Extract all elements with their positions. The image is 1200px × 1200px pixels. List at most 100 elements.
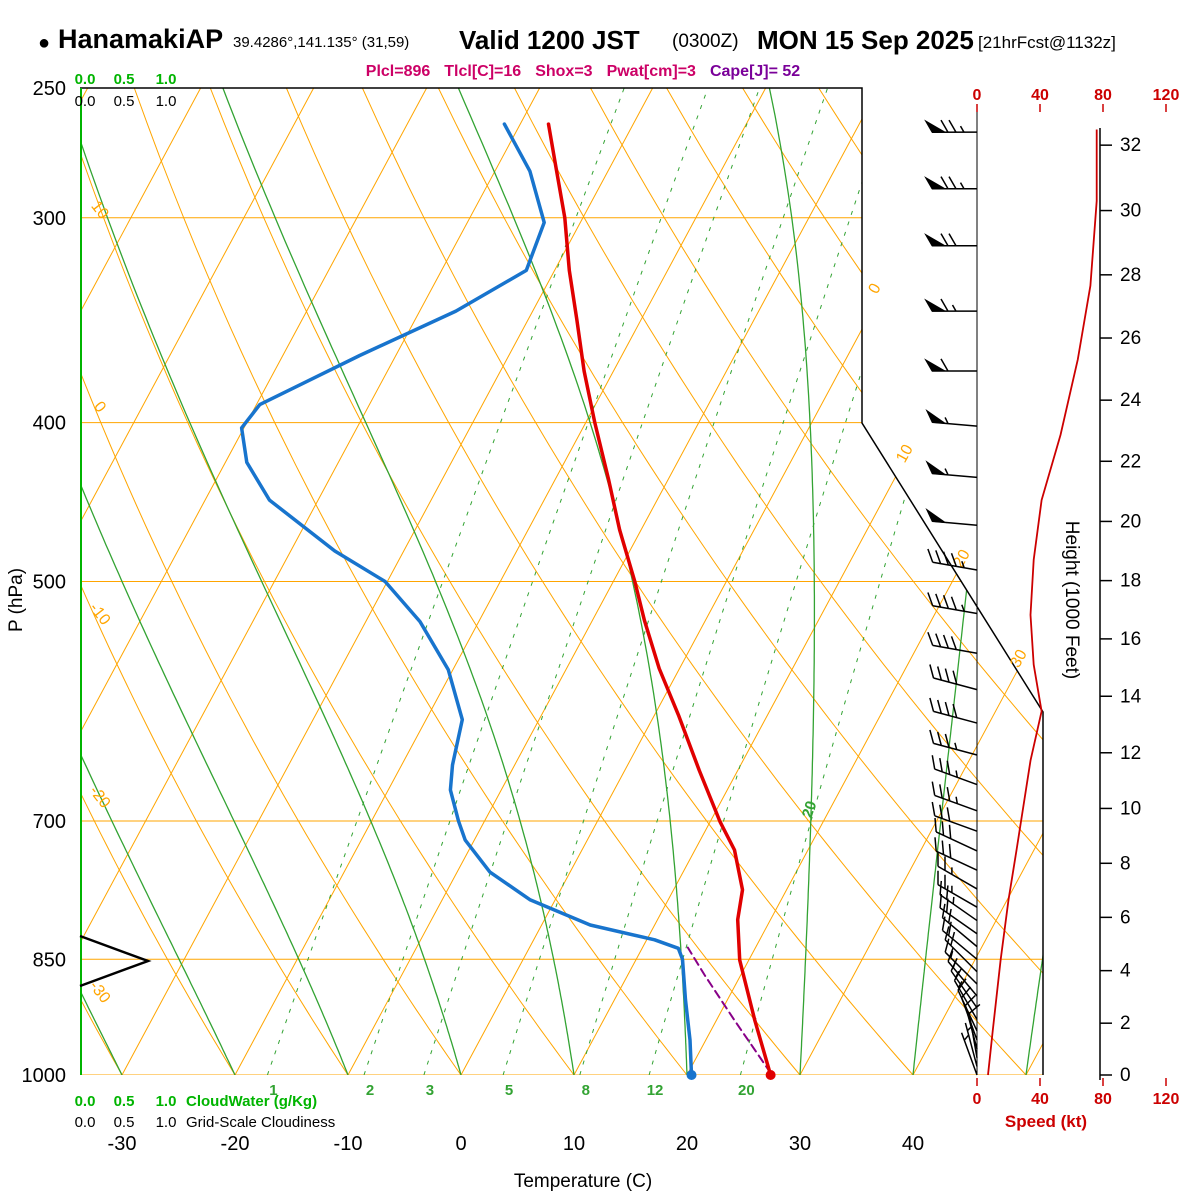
pressure-tick-label: 500 bbox=[33, 572, 66, 594]
speed-tick-label: 0 bbox=[973, 1091, 982, 1108]
height-tick-label: 2 bbox=[1120, 1013, 1131, 1034]
wind-barb bbox=[937, 870, 978, 908]
wind-barb bbox=[937, 852, 978, 890]
mixing-ratio-label: 2 bbox=[366, 1082, 374, 1099]
wind-barb bbox=[968, 1003, 981, 1058]
forecast-lead-time: [21hrFcst@1132z] bbox=[978, 33, 1116, 52]
cloudiness-tick-label: 1.0 bbox=[156, 93, 177, 110]
param-plcl: Plcl=896 bbox=[365, 63, 431, 80]
surface-temperature-dot bbox=[765, 1070, 776, 1080]
mixing-ratio-line bbox=[579, 88, 894, 1075]
valid-time: Valid 1200 JST bbox=[459, 25, 640, 55]
isotherm-label: 10 bbox=[893, 442, 917, 466]
height-tick-label: 4 bbox=[1120, 961, 1131, 982]
temperature-curve-group bbox=[546, 122, 773, 1077]
wind-barb bbox=[950, 957, 978, 1009]
mixing-ratio-label: 12 bbox=[647, 1082, 664, 1099]
pressure-tick-label: 1000 bbox=[22, 1065, 67, 1087]
isotherm-line bbox=[912, 88, 1043, 1075]
mixing-ratio-line bbox=[502, 88, 829, 1075]
height-tick-label: 22 bbox=[1120, 451, 1141, 472]
isotherm-line bbox=[347, 88, 880, 1075]
dry-adiabat-line bbox=[80, 88, 575, 1075]
dry-adiabat-line bbox=[133, 88, 688, 1075]
surface-dewpoint-dot bbox=[686, 1070, 697, 1080]
parcel-curve-group bbox=[686, 946, 772, 1074]
param-tlcl: Tlcl[C]=16 bbox=[444, 63, 522, 80]
zulu-time: (0300Z) bbox=[672, 31, 739, 52]
station-bullet-icon: ● bbox=[38, 32, 51, 54]
wind-barb bbox=[931, 176, 978, 190]
parcel-curve bbox=[686, 946, 772, 1074]
moist-adiabat-line bbox=[80, 88, 462, 1075]
moist-adiabat-line bbox=[222, 88, 575, 1075]
mixing-ratio-line bbox=[423, 88, 760, 1075]
cloudwater-axis: 0.0 0.0 0.5 0.5 1.0 1.0 0.0 0.0 0.5 0.5 1.0 1.0 Clou… bbox=[75, 71, 336, 1131]
wind-barb bbox=[934, 817, 978, 852]
height-tick-label: 16 bbox=[1120, 629, 1141, 650]
pressure-axis-title: P (hPa) bbox=[6, 568, 27, 632]
mixing-ratio-line bbox=[648, 88, 953, 1075]
mixing-ratio-mid-label: 20 bbox=[799, 799, 820, 820]
param-shox: Shox=3 bbox=[535, 63, 593, 80]
mixing-ratio-line bbox=[363, 88, 709, 1075]
surface-markers bbox=[686, 1070, 776, 1080]
wind-barb bbox=[927, 592, 978, 615]
level-flag-marker bbox=[79, 934, 152, 988]
wind-barb bbox=[939, 893, 978, 935]
dry-adiabat-label: -20 bbox=[86, 783, 114, 812]
isotherm-line bbox=[80, 88, 315, 1075]
dry-adiabat-label: 0 bbox=[90, 398, 109, 416]
valid-date: MON 15 Sep 2025 bbox=[757, 25, 974, 55]
cloudwater-tick-label: 0.5 bbox=[114, 1093, 135, 1110]
dry-adiabat-line bbox=[80, 88, 349, 1075]
isobar-lines bbox=[80, 88, 1043, 1075]
wind-barb bbox=[939, 880, 978, 922]
temperature-tick-label: -20 bbox=[221, 1133, 250, 1155]
height-tick-label: 8 bbox=[1120, 853, 1131, 874]
wind-barb-pennant bbox=[924, 298, 947, 312]
moist-adiabat-line bbox=[1025, 88, 1043, 1075]
height-tick-label: 24 bbox=[1120, 390, 1142, 411]
param-pwat: Pwat[cm]=3 bbox=[606, 63, 696, 80]
plot-border bbox=[80, 87, 1044, 1075]
height-tick-label: 6 bbox=[1120, 907, 1131, 928]
plot-boundary bbox=[80, 87, 1044, 1075]
speed-axis-title: Speed (kt) bbox=[1005, 1112, 1087, 1131]
param-cape: Cape[J]= 52 bbox=[709, 63, 801, 80]
wind-barb bbox=[931, 801, 978, 832]
height-tick-label: 26 bbox=[1120, 328, 1141, 349]
dry-adiabat-line bbox=[590, 88, 1043, 1075]
dry-adiabat-line bbox=[666, 88, 1043, 1075]
moist-adiabat-line bbox=[768, 88, 816, 1075]
mixing-ratio-label: 8 bbox=[582, 1082, 590, 1099]
isotherm-line bbox=[80, 88, 202, 1075]
isotherm-line bbox=[1025, 88, 1043, 1075]
speed-tick-label: 40 bbox=[1031, 87, 1049, 104]
wind-barb bbox=[927, 631, 978, 654]
cloudwater-tick-label: 1.0 bbox=[156, 1093, 177, 1110]
mixing-ratio-label: 3 bbox=[426, 1082, 434, 1099]
speed-tick-label: 80 bbox=[1094, 1091, 1112, 1108]
speed-tick-label: 40 bbox=[1031, 1091, 1049, 1108]
speed-profile bbox=[987, 129, 1098, 1076]
station-coordinates: 39.4286°,141.135° (31,59) bbox=[233, 34, 410, 51]
cloudwater-tick-label: 0.0 bbox=[75, 1093, 96, 1110]
temperature-tick-label: 20 bbox=[676, 1133, 698, 1155]
cloudwater-tick-label: 1.0 bbox=[156, 71, 177, 88]
pressure-tick-label: 400 bbox=[33, 413, 66, 435]
wind-barb bbox=[929, 697, 978, 724]
cloudiness-tick-label: 0.0 bbox=[75, 1114, 96, 1131]
wind-barb-pennant bbox=[924, 176, 947, 190]
pressure-axis: 250 300 400 500 700 850 1000 P (hPa) bbox=[6, 78, 66, 1087]
isotherm-line bbox=[799, 88, 1043, 1075]
dry-adiabat-line bbox=[285, 88, 914, 1075]
moist-adiabat-line bbox=[80, 88, 349, 1075]
cloudiness-tick-label: 0.5 bbox=[114, 93, 135, 110]
pressure-tick-label: 250 bbox=[33, 78, 66, 100]
